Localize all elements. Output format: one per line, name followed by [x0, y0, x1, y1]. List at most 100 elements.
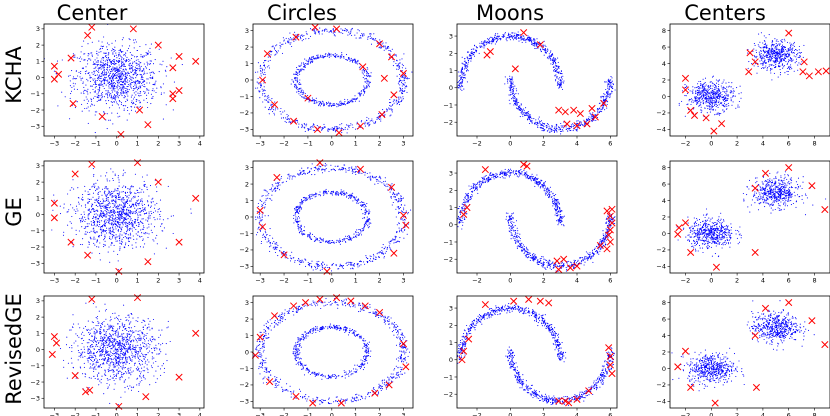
- data-point: [504, 83, 506, 85]
- data-point: [297, 121, 299, 123]
- data-point: [377, 116, 379, 118]
- data-point: [323, 105, 325, 107]
- data-point: [308, 38, 310, 40]
- data-point: [724, 104, 726, 106]
- data-point: [108, 229, 110, 231]
- data-point: [505, 37, 507, 39]
- data-point: [716, 92, 718, 94]
- data-point: [149, 60, 151, 62]
- data-point: [705, 89, 707, 91]
- data-point: [389, 115, 391, 117]
- data-point: [395, 55, 398, 57]
- data-point: [514, 97, 517, 99]
- data-point: [314, 101, 316, 103]
- data-point: [277, 108, 279, 110]
- data-point: [604, 109, 606, 111]
- data-point: [127, 71, 129, 73]
- data-point: [332, 54, 334, 56]
- data-point: [98, 95, 100, 97]
- data-point: [543, 40, 545, 42]
- data-point: [538, 116, 540, 118]
- data-point: [142, 228, 144, 230]
- data-point: [468, 51, 470, 53]
- data-point: [758, 51, 760, 53]
- data-point: [286, 116, 288, 118]
- data-point: [799, 63, 801, 65]
- data-point: [781, 46, 784, 48]
- data-point: [139, 200, 142, 203]
- data-point: [489, 42, 491, 44]
- data-point: [117, 75, 119, 77]
- data-point: [302, 96, 304, 98]
- data-point: [398, 81, 400, 83]
- data-point: [611, 85, 613, 87]
- data-point: [779, 74, 781, 76]
- data-point: [793, 70, 795, 72]
- data-point: [137, 230, 139, 233]
- data-point: [731, 96, 734, 98]
- data-point: [561, 129, 564, 131]
- data-point: [570, 124, 572, 126]
- data-point: [700, 84, 702, 86]
- data-point: [528, 36, 530, 38]
- data-point: [94, 90, 96, 92]
- data-point: [782, 58, 784, 60]
- data-point: [119, 75, 121, 77]
- data-point: [132, 61, 134, 63]
- data-point: [530, 41, 533, 43]
- data-point: [321, 129, 323, 131]
- data-point: [315, 97, 317, 99]
- data-point: [143, 69, 145, 71]
- data-point: [542, 128, 544, 130]
- data-point: [135, 70, 137, 72]
- data-point: [268, 53, 270, 55]
- data-point: [775, 40, 777, 42]
- data-point: [93, 63, 95, 65]
- data-point: [104, 63, 106, 65]
- data-point: [523, 38, 525, 40]
- data-point: [537, 121, 539, 123]
- data-point: [464, 64, 466, 66]
- data-point: [459, 78, 461, 80]
- data-point: [567, 130, 569, 132]
- data-point: [490, 36, 492, 38]
- data-point: [153, 84, 155, 86]
- data-point: [104, 55, 106, 57]
- data-point: [132, 85, 135, 88]
- data-point: [97, 54, 99, 56]
- data-point: [560, 122, 562, 125]
- data-point: [470, 56, 472, 58]
- data-point: [716, 104, 718, 106]
- data-point: [86, 60, 89, 62]
- data-point: [299, 69, 301, 71]
- data-point: [569, 130, 571, 132]
- data-point: [338, 105, 340, 107]
- data-point: [780, 49, 782, 51]
- data-point: [388, 102, 391, 104]
- data-point: [279, 47, 281, 49]
- data-point: [138, 65, 140, 67]
- data-point: [379, 46, 381, 48]
- data-point: [116, 103, 118, 105]
- data-point: [71, 86, 73, 88]
- data-point: [134, 61, 136, 63]
- data-point: [313, 129, 316, 132]
- data-point: [146, 101, 148, 104]
- data-point: [140, 78, 142, 80]
- x-tick-label: 2: [542, 140, 546, 148]
- data-point: [364, 125, 366, 127]
- data-point: [358, 93, 360, 95]
- data-point: [64, 96, 66, 98]
- column-title-moons: Moons: [476, 1, 544, 25]
- selected-point-marker: [520, 29, 528, 37]
- data-point: [83, 93, 85, 95]
- data-point: [115, 199, 117, 201]
- data-point: [461, 89, 463, 91]
- data-point: [781, 64, 783, 66]
- data-point: [142, 80, 145, 82]
- data-point: [300, 90, 302, 92]
- data-point: [575, 128, 577, 130]
- data-point: [401, 80, 403, 82]
- data-point: [321, 30, 323, 32]
- data-point: [692, 91, 694, 93]
